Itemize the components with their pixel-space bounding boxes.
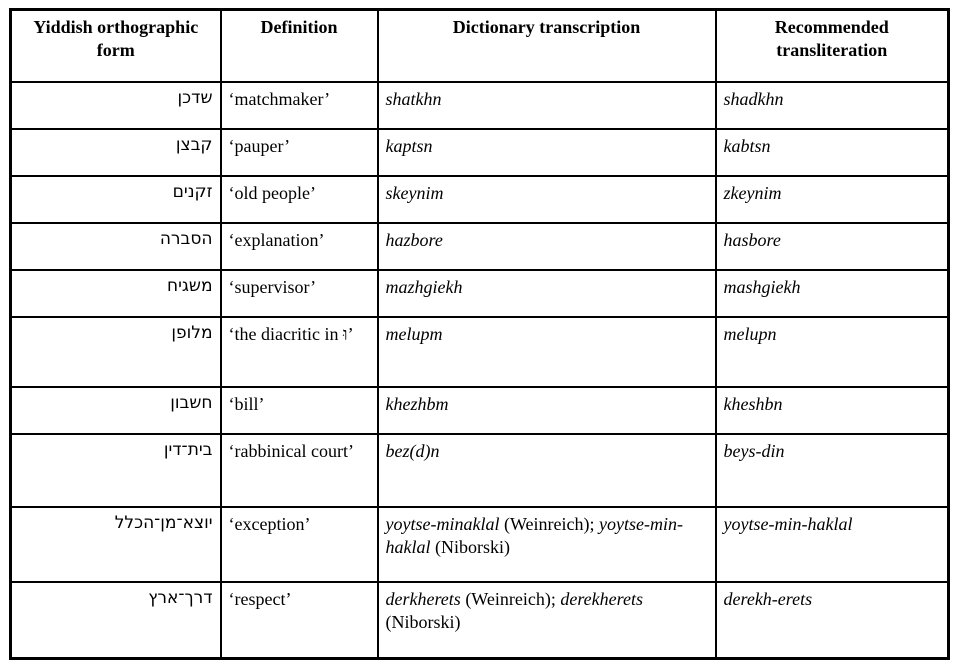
recommended-transliteration-cell: melupn bbox=[714, 315, 950, 388]
yiddish-form-cell: הסברה bbox=[9, 221, 222, 271]
yiddish-form-cell: חשבון bbox=[9, 385, 222, 435]
table-header: Yiddish orthographic form Definition Dic… bbox=[9, 8, 950, 83]
yiddish-form-cell: שדכן bbox=[9, 80, 222, 130]
transcription-segment: derkherets bbox=[385, 588, 461, 609]
definition-cell: ‘explanation’ bbox=[219, 221, 379, 271]
transcription-segment: (Niborski) bbox=[385, 611, 461, 632]
table-row: משגיח ‘supervisor’ mazhgiekh mashgiekh bbox=[9, 268, 950, 318]
table-row: שדכן ‘matchmaker’ shatkhn shadkhn bbox=[9, 80, 950, 130]
dictionary-transcription-cell: yoytse-minaklal (Weinreich); yoytse-min-… bbox=[376, 505, 717, 583]
yiddish-form-cell: קבצן bbox=[9, 127, 222, 177]
table-body: שדכן ‘matchmaker’ shatkhn shadkhn קבצן ‘paupe… bbox=[9, 80, 950, 660]
definition-cell: ‘respect’ bbox=[219, 580, 379, 660]
dictionary-transcription-cell: bez(d)n bbox=[376, 432, 717, 508]
header-yiddish-orthographic-form: Yiddish orthographic form bbox=[9, 8, 222, 83]
table-row: יוצא־מן־הכלל ‘exception’ yoytse-minaklal (… bbox=[9, 505, 950, 583]
transliteration-table: Yiddish orthographic form Definition Dic… bbox=[9, 8, 950, 660]
yiddish-form-cell: מלופן bbox=[9, 315, 222, 388]
dictionary-transcription-cell: melupm bbox=[376, 315, 717, 388]
yiddish-form-cell: משגיח bbox=[9, 268, 222, 318]
definition-cell: ‘bill’ bbox=[219, 385, 379, 435]
table-row: מלופן ‘the diacritic in וּ’ melupm melupn bbox=[9, 315, 950, 388]
transliteration-table-container: Yiddish orthographic form Definition Dic… bbox=[9, 8, 950, 660]
transcription-segment: (Niborski) bbox=[430, 536, 510, 557]
transcription-segment: (Weinreich); bbox=[499, 513, 599, 534]
dictionary-transcription-cell: kaptsn bbox=[376, 127, 717, 177]
transcription-segment: yoytse-minaklal bbox=[385, 513, 500, 534]
transcription-segment: skeynim bbox=[385, 182, 444, 203]
table-row: חשבון ‘bill’ khezhbm kheshbn bbox=[9, 385, 950, 435]
table-row: דרך־ארץ ‘respect’ derkherets (Weinreich); … bbox=[9, 580, 950, 660]
definition-cell: ‘matchmaker’ bbox=[219, 80, 379, 130]
definition-cell: ‘pauper’ bbox=[219, 127, 379, 177]
header-row: Yiddish orthographic form Definition Dic… bbox=[9, 8, 950, 83]
header-definition: Definition bbox=[219, 8, 379, 83]
dictionary-transcription-cell: derkherets (Weinreich); derekherets (Nib… bbox=[376, 580, 717, 660]
recommended-transliteration-cell: derekh-erets bbox=[714, 580, 950, 660]
table-row: זקנים ‘old people’ skeynim zkeynim bbox=[9, 174, 950, 224]
transcription-segment: shatkhn bbox=[385, 88, 442, 109]
yiddish-form-cell: זקנים bbox=[9, 174, 222, 224]
recommended-transliteration-cell: yoytse-min-haklal bbox=[714, 505, 950, 583]
table-row: קבצן ‘pauper’ kaptsn kabtsn bbox=[9, 127, 950, 177]
recommended-transliteration-cell: kabtsn bbox=[714, 127, 950, 177]
definition-cell: ‘supervisor’ bbox=[219, 268, 379, 318]
table-row: הסברה ‘explanation’ hazbore hasbore bbox=[9, 221, 950, 271]
transcription-segment: yoytse-min-haklal bbox=[385, 513, 683, 557]
header-recommended-transliteration: Recommended transliteration bbox=[714, 8, 950, 83]
transcription-segment: (Weinreich); bbox=[460, 588, 561, 609]
transcription-segment: bez(d)n bbox=[385, 440, 440, 461]
transcription-segment: khezhbm bbox=[385, 393, 449, 414]
transcription-segment: derekherets bbox=[560, 588, 643, 609]
recommended-transliteration-cell: mashgiekh bbox=[714, 268, 950, 318]
dictionary-transcription-cell: hazbore bbox=[376, 221, 717, 271]
definition-cell: ‘rabbinical court’ bbox=[219, 432, 379, 508]
transcription-segment: hazbore bbox=[385, 229, 443, 250]
dictionary-transcription-cell: shatkhn bbox=[376, 80, 717, 130]
yiddish-form-cell: דרך־ארץ bbox=[9, 580, 222, 660]
definition-cell: ‘old people’ bbox=[219, 174, 379, 224]
definition-cell: ‘the diacritic in וּ’ bbox=[219, 315, 379, 388]
transcription-segment: kaptsn bbox=[385, 135, 433, 156]
table-row: בית־דין ‘rabbinical court’ bez(d)n beys-din bbox=[9, 432, 950, 508]
yiddish-form-cell: בית־דין bbox=[9, 432, 222, 508]
dictionary-transcription-cell: skeynim bbox=[376, 174, 717, 224]
transcription-segment: mazhgiekh bbox=[385, 276, 463, 297]
dictionary-transcription-cell: khezhbm bbox=[376, 385, 717, 435]
recommended-transliteration-cell: beys-din bbox=[714, 432, 950, 508]
recommended-transliteration-cell: hasbore bbox=[714, 221, 950, 271]
recommended-transliteration-cell: shadkhn bbox=[714, 80, 950, 130]
dictionary-transcription-cell: mazhgiekh bbox=[376, 268, 717, 318]
yiddish-form-cell: יוצא־מן־הכלל bbox=[9, 505, 222, 583]
header-dictionary-transcription: Dictionary transcription bbox=[376, 8, 717, 83]
recommended-transliteration-cell: zkeynim bbox=[714, 174, 950, 224]
recommended-transliteration-cell: kheshbn bbox=[714, 385, 950, 435]
definition-cell: ‘exception’ bbox=[219, 505, 379, 583]
transcription-segment: melupm bbox=[385, 323, 443, 344]
